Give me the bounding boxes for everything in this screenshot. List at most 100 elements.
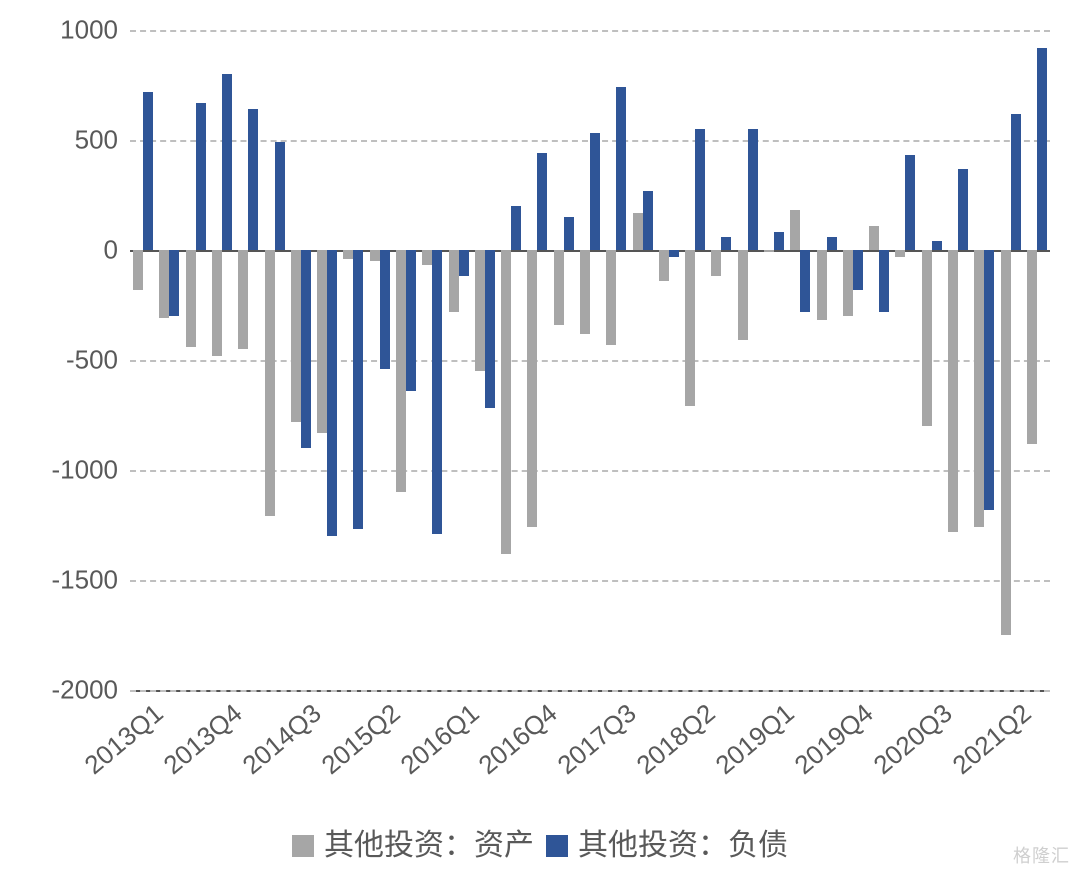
bar-series-0 <box>817 250 827 320</box>
bar-series-0 <box>291 250 301 422</box>
bar-series-1 <box>143 92 153 250</box>
x-tick-label: 2016Q1 <box>388 690 485 781</box>
bar-series-0 <box>527 250 537 527</box>
x-tick-label: 2017Q3 <box>545 690 642 781</box>
bar-series-0 <box>685 250 695 406</box>
bar-series-1 <box>721 237 731 250</box>
bar-series-1 <box>932 241 942 250</box>
bar-series-0 <box>554 250 564 325</box>
legend-label: 其他投资：资产 <box>324 829 534 862</box>
y-tick-label: -1500 <box>52 565 131 596</box>
bar-series-0 <box>343 250 353 259</box>
gridline <box>130 690 1050 692</box>
bar-series-0 <box>317 250 327 433</box>
bar-series-0 <box>659 250 669 281</box>
bar-series-0 <box>186 250 196 347</box>
bar-series-0 <box>974 250 984 527</box>
bar-series-0 <box>212 250 222 356</box>
x-tick-label: 2019Q4 <box>782 690 879 781</box>
bar-series-1 <box>748 129 758 250</box>
bar-series-1 <box>485 250 495 408</box>
bar-series-1 <box>958 169 968 250</box>
bar-series-0 <box>133 250 143 290</box>
bar-series-1 <box>511 206 521 250</box>
bar-series-1 <box>695 129 705 250</box>
bar-series-1 <box>1011 114 1021 250</box>
x-tick-label: 2020Q3 <box>861 690 958 781</box>
gridline <box>130 30 1050 32</box>
bar-series-0 <box>422 250 432 265</box>
bar-series-1 <box>905 155 915 250</box>
bar-series-0 <box>843 250 853 316</box>
bar-series-1 <box>643 191 653 250</box>
bar-series-0 <box>895 250 905 257</box>
bar-series-0 <box>922 250 932 426</box>
bar-series-1 <box>616 87 626 250</box>
bar-series-0 <box>449 250 459 312</box>
bar-series-1 <box>196 103 206 250</box>
bar-series-0 <box>606 250 616 345</box>
bar-series-1 <box>222 74 232 250</box>
bar-series-1 <box>669 250 679 257</box>
bar-series-1 <box>853 250 863 290</box>
legend-item: 其他投资：负债 <box>546 820 788 864</box>
bar-series-0 <box>265 250 275 516</box>
bar-series-0 <box>764 250 774 252</box>
bar-series-1 <box>406 250 416 391</box>
legend-item: 其他投资：资产 <box>292 820 534 864</box>
bar-series-1 <box>353 250 363 529</box>
x-tick-label: 2018Q2 <box>624 690 721 781</box>
bar-series-0 <box>633 213 643 250</box>
y-tick-label: -500 <box>66 345 130 376</box>
bar-series-0 <box>1001 250 1011 635</box>
y-tick-label: 500 <box>75 125 130 156</box>
y-tick-label: 1000 <box>60 15 130 46</box>
bar-series-0 <box>711 250 721 276</box>
bar-series-1 <box>879 250 889 312</box>
bar-series-1 <box>169 250 179 316</box>
x-tick-label: 2021Q2 <box>940 690 1037 781</box>
legend-swatch <box>292 835 314 857</box>
bar-series-0 <box>1027 250 1037 444</box>
bar-series-1 <box>432 250 442 534</box>
bar-series-1 <box>984 250 994 510</box>
legend: 其他投资：资产 其他投资：负债 <box>0 820 1080 864</box>
x-tick-label: 2016Q4 <box>467 690 564 781</box>
bar-series-1 <box>590 133 600 250</box>
y-tick-label: -2000 <box>52 675 131 706</box>
bar-series-0 <box>790 210 800 250</box>
bar-series-0 <box>159 250 169 318</box>
bar-series-1 <box>827 237 837 250</box>
chart-figure: -2000-1500-1000-500050010002013Q12013Q42… <box>0 0 1080 874</box>
bar-series-1 <box>800 250 810 312</box>
legend-label: 其他投资：负债 <box>578 829 788 862</box>
bar-series-0 <box>238 250 248 349</box>
bar-series-1 <box>301 250 311 448</box>
x-tick-label: 2013Q4 <box>151 690 248 781</box>
bar-series-1 <box>564 217 574 250</box>
bar-series-0 <box>869 226 879 250</box>
bar-series-0 <box>738 250 748 340</box>
plot-area: -2000-1500-1000-500050010002013Q12013Q42… <box>130 30 1050 692</box>
x-tick-label: 2015Q2 <box>309 690 406 781</box>
gridline <box>130 580 1050 582</box>
bar-series-1 <box>774 232 784 250</box>
bar-series-0 <box>396 250 406 492</box>
legend-swatch <box>546 835 568 857</box>
y-tick-label: 0 <box>104 235 130 266</box>
bar-series-0 <box>948 250 958 532</box>
bar-series-1 <box>248 109 258 250</box>
watermark: 格隆汇 <box>1013 842 1070 868</box>
x-tick-label: 2019Q1 <box>703 690 800 781</box>
bar-series-0 <box>370 250 380 261</box>
bar-series-1 <box>275 142 285 250</box>
x-tick-label: 2014Q3 <box>230 690 327 781</box>
bar-series-1 <box>537 153 547 250</box>
bar-series-0 <box>475 250 485 371</box>
bar-series-0 <box>580 250 590 334</box>
bar-series-1 <box>1037 48 1047 250</box>
y-tick-label: -1000 <box>52 455 131 486</box>
bar-series-1 <box>327 250 337 536</box>
bar-series-1 <box>380 250 390 369</box>
bar-series-0 <box>501 250 511 554</box>
